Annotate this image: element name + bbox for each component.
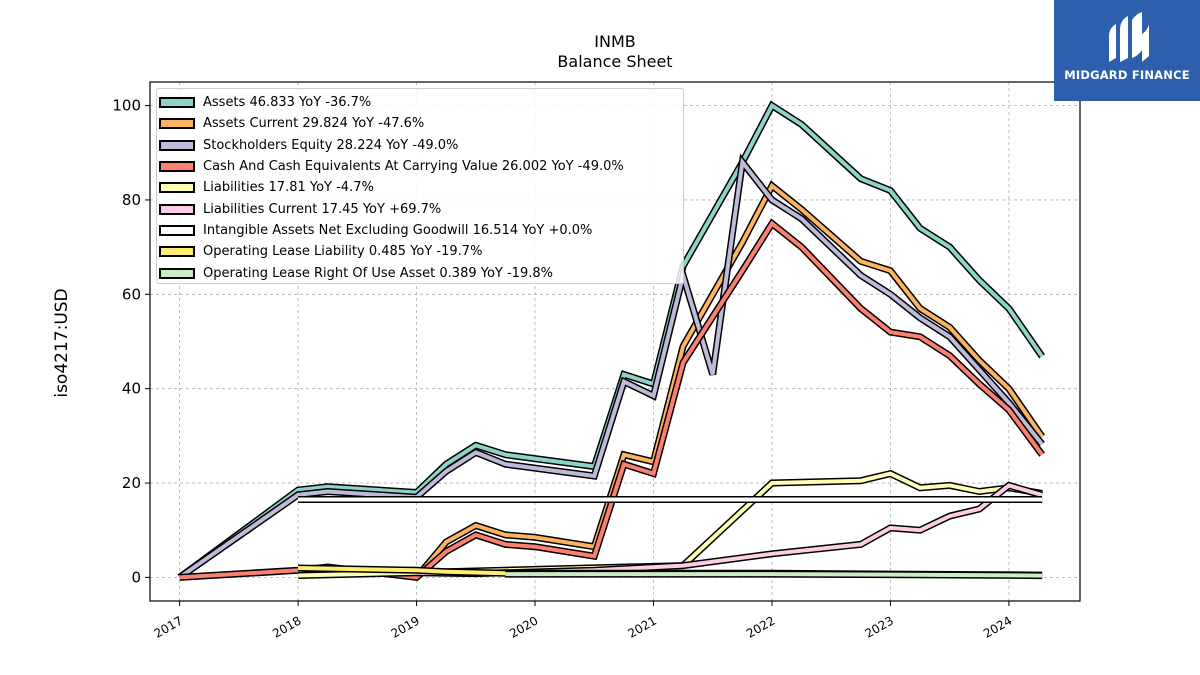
legend-entry: Stockholders Equity 28.224 YoY -49.0% bbox=[157, 135, 683, 156]
x-tick-label: 2023 bbox=[862, 613, 895, 640]
x-tick-label: 2017 bbox=[152, 613, 185, 640]
legend-entry: Liabilities Current 17.45 YoY +69.7% bbox=[157, 198, 683, 219]
series-line bbox=[179, 220, 1044, 580]
legend-swatch bbox=[159, 118, 195, 130]
legend-label: Operating Lease Right Of Use Asset 0.389… bbox=[203, 265, 553, 281]
legend-entry: Operating Lease Liability 0.485 YoY -19.… bbox=[157, 241, 683, 262]
midgard-logo-icon bbox=[1109, 12, 1149, 62]
legend-entry: Assets 46.833 YoY -36.7% bbox=[157, 92, 683, 113]
legend-swatch bbox=[159, 267, 195, 279]
legend-label: Assets Current 29.824 YoY -47.6% bbox=[203, 116, 425, 132]
legend-label: Assets 46.833 YoY -36.7% bbox=[203, 95, 372, 111]
y-tick-label: 60 bbox=[122, 285, 141, 303]
legend-label: Intangible Assets Net Excluding Goodwill… bbox=[203, 222, 593, 238]
axis-ticks: 2017 2018 2019 2020 2021 2022 2023 2024 0 20 40 60 8… bbox=[112, 97, 1014, 641]
legend-label: Operating Lease Liability 0.485 YoY -19.… bbox=[203, 244, 483, 260]
legend-swatch bbox=[159, 182, 195, 194]
x-tick-label: 2022 bbox=[744, 613, 777, 640]
legend-label: Stockholders Equity 28.224 YoY -49.0% bbox=[203, 137, 459, 153]
legend-label: Liabilities Current 17.45 YoY +69.7% bbox=[203, 201, 442, 217]
chart-title: INMB bbox=[594, 32, 636, 51]
x-tick-label: 2021 bbox=[626, 613, 659, 640]
legend-swatch bbox=[159, 224, 195, 236]
chart-legend: Assets 46.833 YoY -36.7% Assets Current 2… bbox=[156, 88, 684, 284]
series-line bbox=[505, 572, 1043, 578]
x-tick-label: 2019 bbox=[389, 613, 422, 640]
series-stockholders-equity bbox=[177, 153, 1045, 581]
series-cash-and-cash-equivalents-at-carrying-value bbox=[179, 218, 1045, 582]
legend-entry: Intangible Assets Net Excluding Goodwill… bbox=[157, 220, 683, 241]
brand-name: MIDGARD FINANCE bbox=[1064, 68, 1190, 82]
y-tick-label: 20 bbox=[122, 474, 141, 492]
series-line bbox=[415, 182, 1044, 579]
legend-label: Cash And Cash Equivalents At Carrying Va… bbox=[203, 159, 624, 175]
y-tick-label: 40 bbox=[122, 380, 141, 398]
x-tick-label: 2020 bbox=[507, 613, 540, 640]
y-tick-label: 0 bbox=[131, 568, 141, 586]
y-axis-label: iso4217:USD bbox=[52, 288, 72, 398]
legend-entry: Assets Current 29.824 YoY -47.6% bbox=[157, 113, 683, 134]
legend-label: Liabilities 17.81 YoY -4.7% bbox=[203, 180, 374, 196]
x-tick-label: 2018 bbox=[270, 613, 303, 640]
legend-swatch bbox=[159, 246, 195, 258]
series-assets-current bbox=[413, 180, 1045, 580]
brand-logo: MIDGARD FINANCE bbox=[1054, 0, 1200, 101]
legend-entry: Operating Lease Right Of Use Asset 0.389… bbox=[157, 262, 683, 283]
legend-entry: Cash And Cash Equivalents At Carrying Va… bbox=[157, 156, 683, 177]
series-line bbox=[178, 157, 1044, 580]
legend-swatch bbox=[159, 139, 195, 151]
legend-swatch bbox=[159, 203, 195, 215]
y-tick-label: 80 bbox=[122, 191, 141, 209]
x-tick-label: 2024 bbox=[981, 613, 1014, 640]
legend-swatch bbox=[159, 97, 195, 109]
legend-entry: Liabilities 17.81 YoY -4.7% bbox=[157, 177, 683, 198]
legend-swatch bbox=[159, 161, 195, 173]
series-operating-lease-right-of-use-asset bbox=[505, 570, 1043, 580]
plot-frame bbox=[149, 81, 1081, 602]
y-tick-label: 100 bbox=[112, 97, 141, 115]
chart-subtitle: Balance Sheet bbox=[557, 52, 673, 71]
